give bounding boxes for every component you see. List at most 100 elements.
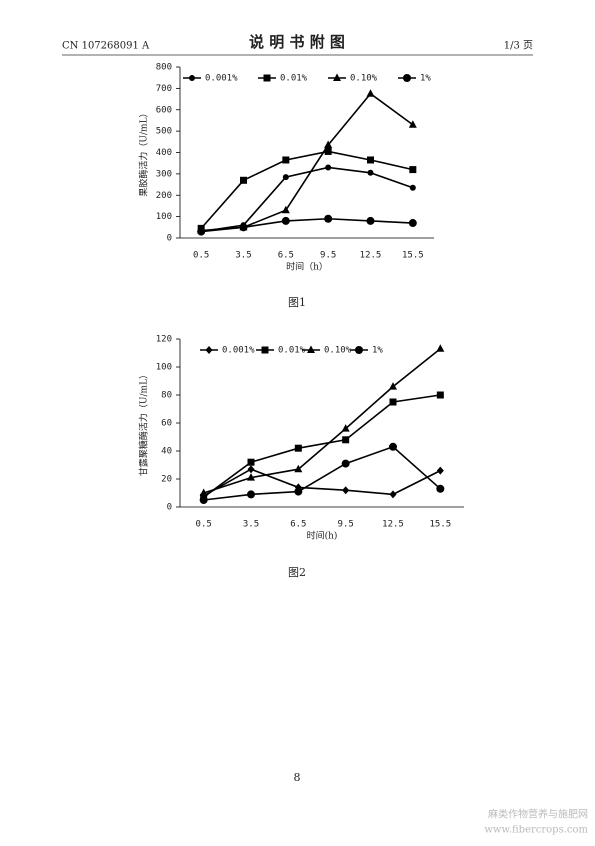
x-tick-label: 6.5 (290, 520, 306, 530)
marker (367, 156, 374, 164)
marker (403, 74, 411, 82)
caption: 图1 (288, 296, 306, 309)
series-line (203, 394, 441, 498)
series-line (200, 150, 414, 229)
y-tick-label: 700 (156, 84, 172, 94)
marker (367, 169, 374, 176)
y-axis-label: 甘露聚糖酶活力（U/mL） (138, 370, 150, 476)
marker (389, 442, 397, 451)
marker (436, 344, 445, 352)
doc-number: CN 107268091 A (62, 41, 150, 52)
x-tick-label: 15.5 (429, 520, 451, 530)
series-line (201, 217, 413, 233)
y-tick-label: 200 (156, 191, 172, 201)
marker (366, 89, 375, 97)
marker (341, 459, 350, 468)
marker (294, 487, 303, 496)
series-line (201, 166, 414, 233)
legend-label: 0.001% (222, 346, 255, 356)
series-line (203, 348, 441, 494)
marker (341, 424, 350, 432)
y-tick-label: 80 (161, 391, 172, 401)
y-axis-label: 果胶酶活力（U/mL） (138, 108, 150, 196)
marker (247, 465, 255, 474)
marker (366, 216, 375, 225)
marker (197, 227, 206, 236)
marker (324, 140, 333, 149)
marker (294, 444, 302, 452)
x-tick-label: 9.5 (320, 251, 336, 261)
marker (247, 490, 255, 499)
y-tick-label: 0 (167, 234, 172, 244)
x-tick-label: 15.5 (402, 251, 424, 261)
page-number: 8 (294, 771, 301, 784)
y-tick-label: 40 (161, 447, 172, 457)
y-tick-label: 60 (161, 419, 172, 429)
marker (389, 398, 397, 406)
x-tick-label: 9.5 (338, 520, 354, 530)
y-tick-label: 100 (156, 212, 172, 222)
y-tick-label: 0 (167, 503, 172, 513)
page-of: 1/3 页 (504, 40, 533, 52)
marker (281, 205, 290, 214)
marker (355, 346, 363, 354)
marker (408, 219, 417, 228)
marker (324, 147, 332, 155)
marker (239, 223, 248, 232)
marker (247, 458, 255, 466)
marker (325, 164, 332, 171)
legend-label: 0.01% (280, 74, 308, 84)
y-tick-label: 800 (156, 63, 172, 73)
marker (436, 466, 444, 475)
marker (261, 346, 269, 354)
x-tick-label: 12.5 (360, 251, 382, 261)
marker (282, 174, 289, 181)
y-tick-label: 500 (156, 127, 172, 137)
marker (307, 345, 315, 353)
marker (263, 74, 271, 82)
watermark: 麻类作物营养与施肥网 (488, 808, 588, 821)
legend-label: 0.01% (278, 346, 306, 356)
x-tick-label: 3.5 (235, 251, 251, 261)
marker (247, 473, 255, 481)
marker (282, 156, 290, 164)
y-tick-label: 20 (161, 475, 172, 485)
marker (409, 184, 416, 191)
legend-label: 1% (420, 74, 431, 84)
watermark-url: www.fibercrops.com (484, 825, 588, 836)
marker (389, 490, 397, 499)
marker (281, 216, 290, 225)
y-tick-label: 120 (156, 335, 172, 345)
legend-label: 0.10% (324, 346, 352, 356)
marker (436, 391, 444, 399)
marker (294, 464, 303, 473)
legend-label: 0.001% (205, 74, 238, 84)
marker (409, 166, 417, 174)
marker (205, 346, 213, 354)
y-tick-label: 100 (156, 363, 172, 373)
marker (389, 382, 397, 390)
marker (199, 488, 208, 496)
series-line (203, 445, 441, 501)
x-tick-label: 12.5 (382, 520, 404, 530)
marker (342, 486, 350, 495)
x-tick-label: 0.5 (196, 520, 212, 530)
marker (189, 75, 195, 81)
x-axis-label: 时间(h) (307, 530, 338, 542)
series-line (203, 468, 441, 497)
y-tick-label: 400 (156, 148, 172, 158)
marker (408, 120, 417, 128)
x-axis-label: 时间（h） (286, 261, 328, 273)
marker (240, 176, 247, 184)
x-tick-label: 0.5 (193, 251, 209, 261)
marker (342, 436, 350, 444)
marker (199, 496, 208, 504)
x-tick-label: 3.5 (243, 520, 259, 530)
page-title: 说 明 书 附 图 (249, 33, 345, 51)
x-tick-label: 6.5 (278, 251, 294, 261)
marker (436, 484, 445, 493)
y-tick-label: 600 (156, 105, 172, 115)
marker (333, 73, 341, 81)
legend-label: 0.10% (350, 74, 378, 84)
